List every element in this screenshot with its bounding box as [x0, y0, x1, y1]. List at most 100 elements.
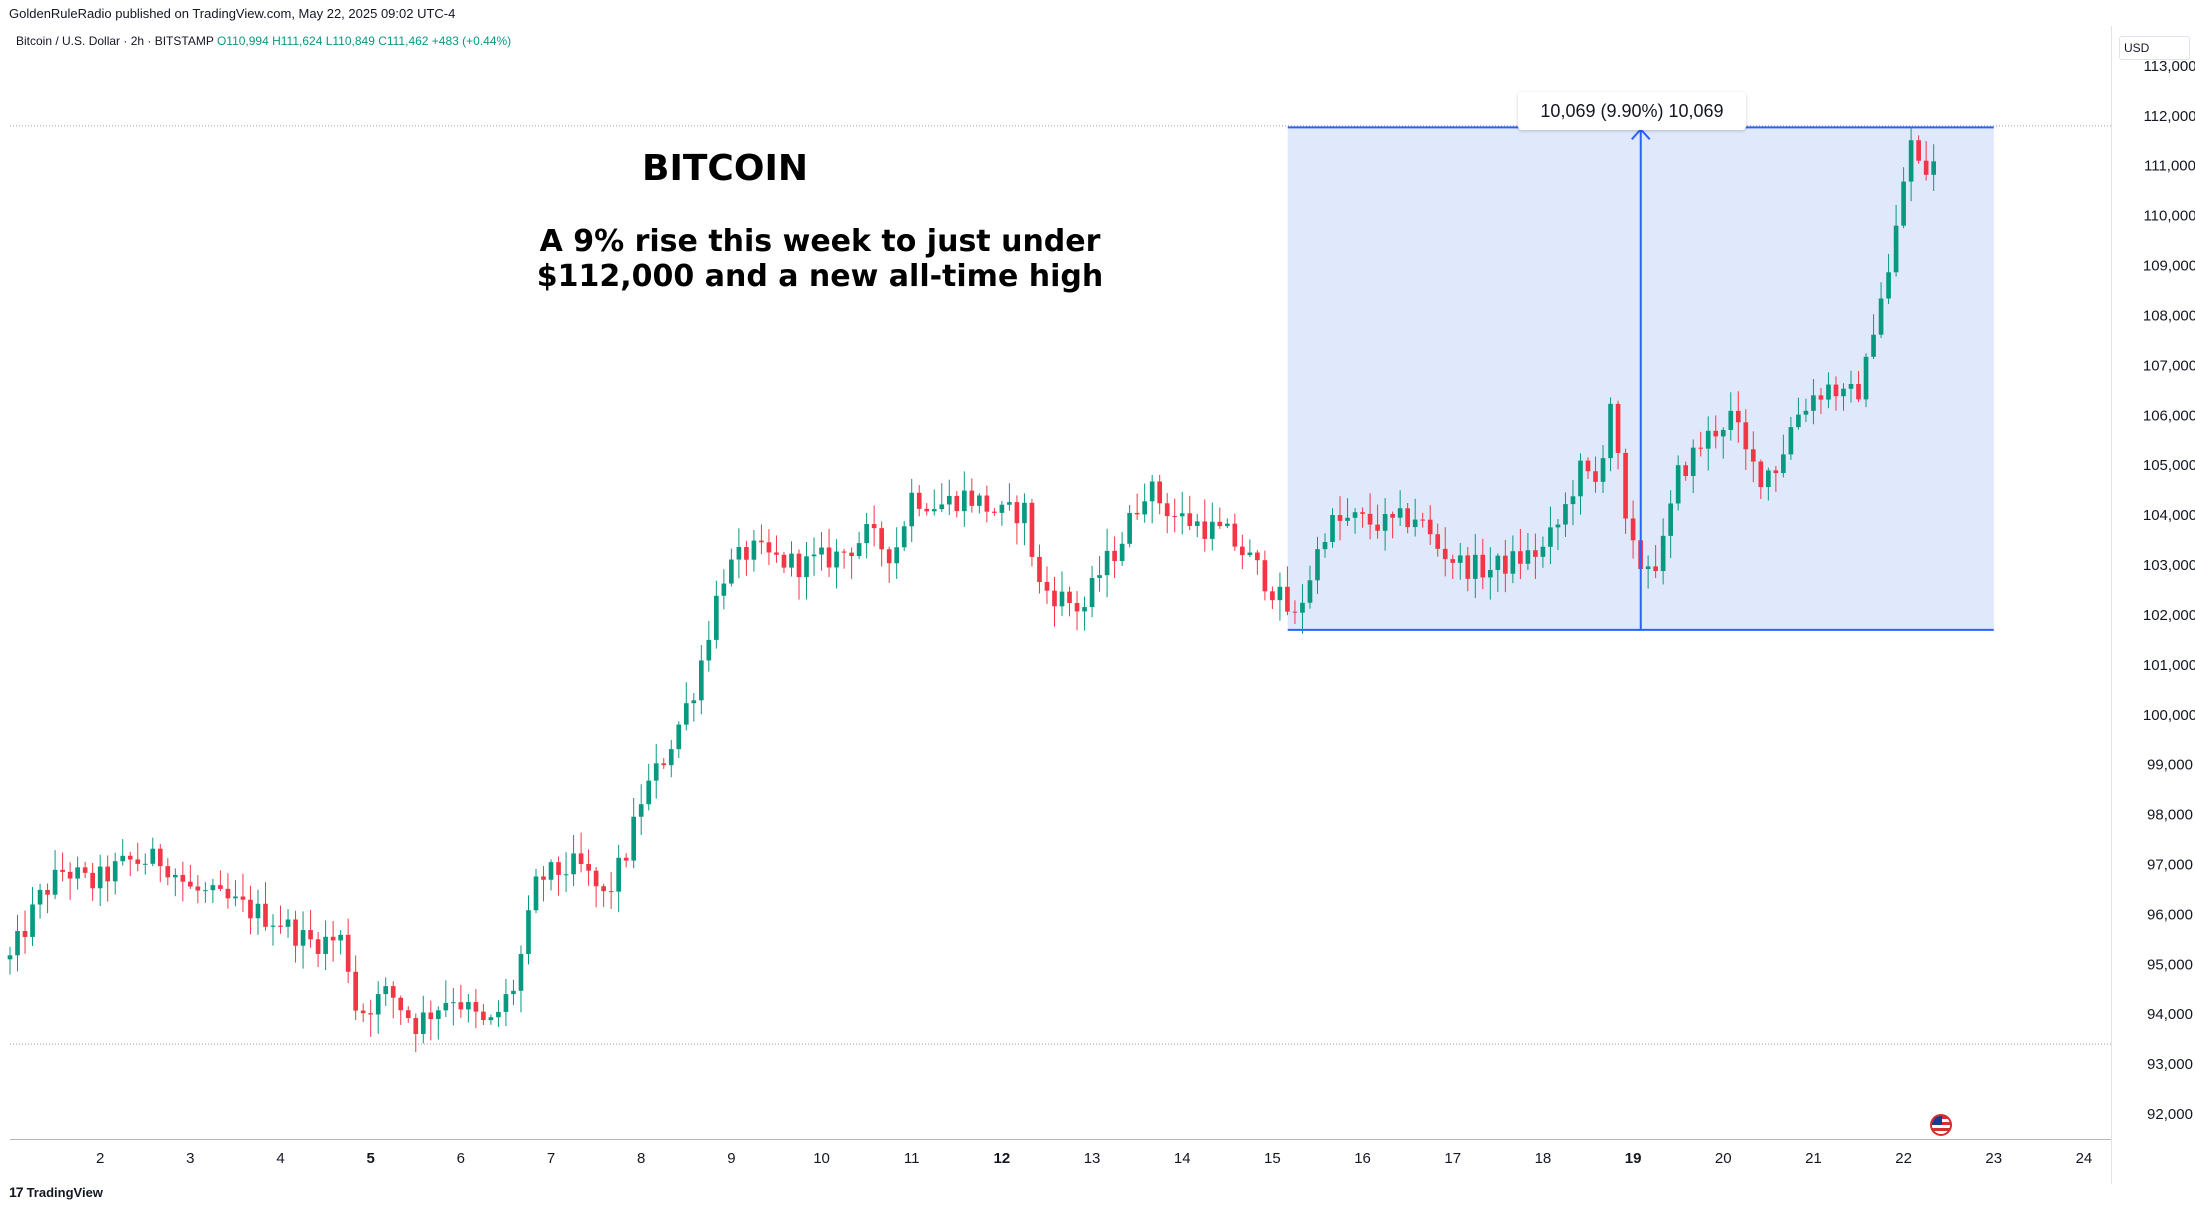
- candle-body: [901, 526, 907, 548]
- candle-body: [1878, 298, 1884, 335]
- candle-body: [1826, 384, 1831, 400]
- candle-body: [668, 749, 674, 766]
- candle-body: [323, 936, 328, 954]
- price-tick-label: 105,000: [2143, 457, 2195, 474]
- candle-body: [7, 955, 13, 960]
- candle-body: [1014, 502, 1020, 524]
- candle-body: [879, 528, 884, 550]
- candle-body: [1818, 395, 1824, 400]
- candle-body: [330, 936, 336, 941]
- candle-body: [443, 1002, 449, 1011]
- candle-body: [1255, 552, 1260, 561]
- price-tick-label: 108,000: [2143, 307, 2195, 324]
- annotation-text[interactable]: A 9% rise this week to just under $112,0…: [520, 224, 1120, 294]
- candle-body: [1172, 516, 1178, 518]
- candle-body: [1773, 470, 1779, 474]
- candle-body: [1112, 550, 1117, 562]
- candle-body: [1127, 512, 1132, 544]
- candle-body: [1705, 430, 1711, 449]
- candle-body: [315, 939, 321, 954]
- candle-body: [1781, 454, 1786, 474]
- candle-body: [556, 862, 561, 875]
- candle-body: [834, 551, 839, 568]
- candle-body: [428, 1012, 434, 1020]
- candle-body: [1119, 543, 1125, 562]
- candle-body: [375, 994, 381, 1015]
- candle-body: [1330, 515, 1335, 542]
- candle-body: [1029, 502, 1035, 557]
- candle-body: [1728, 410, 1734, 430]
- candle-body: [1322, 541, 1328, 550]
- candle-body: [871, 524, 877, 529]
- candle-body: [1720, 429, 1726, 437]
- candle-body: [1623, 452, 1628, 519]
- candle-body: [819, 547, 824, 555]
- price-tick-label: 96,000: [2147, 906, 2193, 923]
- candle-body: [766, 542, 772, 553]
- candle-body: [1668, 503, 1673, 536]
- candle-body: [578, 853, 584, 864]
- candle-body: [481, 1011, 486, 1021]
- candle-body: [90, 872, 95, 889]
- symbol-name[interactable]: Bitcoin / U.S. Dollar · 2h · BITSTAMP: [16, 34, 214, 48]
- candle-body: [1788, 427, 1794, 455]
- candle-body: [698, 660, 704, 701]
- footer-brand[interactable]: 17 TradingView: [9, 1184, 103, 1200]
- candle-body: [435, 1010, 441, 1020]
- candle-body: [45, 889, 50, 895]
- candle-body: [1157, 481, 1163, 504]
- candle-body: [1555, 524, 1561, 528]
- candle-body: [826, 547, 832, 568]
- candle-body: [285, 919, 291, 927]
- candle-body: [563, 874, 569, 876]
- annotation-line-1: A 9% rise this week to just under: [539, 224, 1101, 259]
- time-tick-label: 13: [1084, 1150, 1101, 1167]
- candle-body: [1247, 552, 1253, 556]
- candle-body: [1593, 471, 1598, 482]
- candle-body: [593, 870, 599, 887]
- candle-body: [383, 986, 389, 995]
- time-tick-label: 24: [2076, 1150, 2093, 1167]
- candle-body: [744, 547, 749, 560]
- candle-body: [1600, 458, 1606, 482]
- candle-body: [1833, 384, 1839, 397]
- candle-body: [218, 885, 223, 889]
- candle-body: [811, 554, 817, 557]
- candle-body: [864, 524, 869, 544]
- candle-body: [601, 886, 606, 892]
- candle-body: [1811, 395, 1816, 411]
- candle-body: [1412, 519, 1418, 528]
- candle-body: [1052, 590, 1057, 607]
- us-flag-icon[interactable]: [1930, 1114, 1952, 1136]
- candle-body: [37, 889, 43, 905]
- candle-body: [1750, 449, 1756, 462]
- measure-label[interactable]: 10,069 (9.90%) 10,069: [1518, 92, 1746, 130]
- candle-body: [969, 490, 975, 506]
- candle-body: [999, 504, 1005, 513]
- candle-body: [1277, 586, 1283, 601]
- candle-body: [300, 930, 306, 946]
- candle-body: [511, 990, 516, 995]
- candle-body: [353, 971, 358, 1011]
- candle-body: [984, 495, 990, 512]
- candle-body: [1209, 521, 1215, 539]
- candle-body: [1796, 414, 1801, 428]
- candle-body: [1457, 555, 1463, 563]
- candle-body: [142, 863, 148, 865]
- price-tick-label: 97,000: [2147, 856, 2193, 873]
- candle-body: [916, 492, 922, 509]
- candle-body: [638, 804, 644, 817]
- annotation-title[interactable]: BITCOIN: [642, 148, 808, 189]
- candle-body: [1645, 566, 1651, 570]
- candle-body: [1630, 518, 1636, 541]
- candle-body: [781, 554, 787, 568]
- candle-body: [1270, 591, 1275, 601]
- candle-body: [210, 885, 216, 891]
- candle-body: [526, 910, 531, 954]
- candle-body: [1758, 461, 1764, 488]
- currency-selector[interactable]: USD: [2119, 36, 2190, 60]
- candle-body: [105, 866, 111, 882]
- candle-body: [338, 934, 343, 941]
- candle-body: [233, 896, 238, 899]
